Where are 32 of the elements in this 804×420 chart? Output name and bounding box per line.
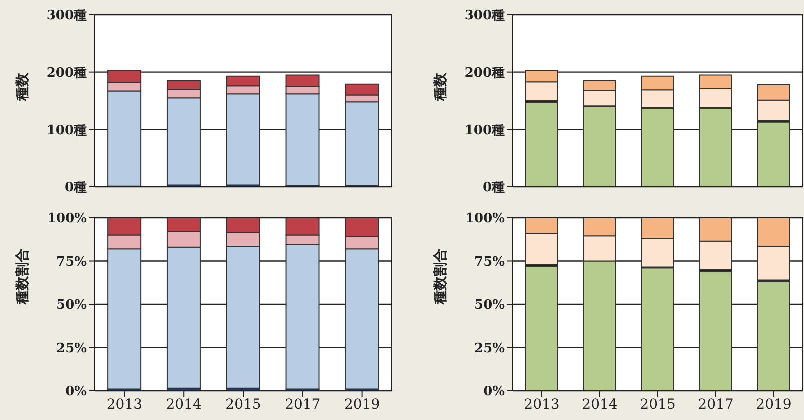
x-tick-label: 2015 (640, 396, 676, 413)
y-tick-label: 0種 (64, 180, 87, 196)
x-tick-label: 2014 (166, 396, 202, 413)
y-axis-title: 種数 (14, 72, 31, 102)
y-axis-title: 種数 (432, 72, 449, 102)
x-tick-label: 2014 (582, 396, 618, 413)
y-tick-label: 50% (56, 298, 88, 314)
y-tick-label: 100種 (46, 123, 87, 138)
x-tick-label: 2013 (524, 396, 560, 413)
y-tick-label: 25% (474, 341, 506, 356)
y-tick-label: 300種 (46, 8, 87, 24)
x-tick-label: 2013 (106, 396, 143, 413)
y-axis-title: 種数割合 (432, 248, 449, 306)
x-tick-label: 2019 (344, 396, 380, 413)
y-tick-label: 300種 (464, 8, 505, 24)
x-tick-label: 2019 (756, 396, 792, 413)
y-tick-label: 0% (66, 384, 88, 400)
x-tick-label: 2017 (698, 396, 734, 413)
y-tick-label: 75% (56, 254, 88, 270)
y-tick-label: 75% (474, 254, 506, 270)
x-tick-label: 2017 (285, 396, 321, 413)
y-tick-label: 0種 (482, 180, 505, 196)
y-tick-label: 25% (56, 341, 88, 356)
y-axis-title: 種数割合 (14, 248, 31, 306)
y-tick-label: 100種 (464, 123, 505, 138)
y-tick-label: 50% (474, 298, 506, 314)
y-tick-label: 0% (484, 384, 506, 400)
x-tick-label: 2015 (226, 396, 262, 413)
y-tick-label: 200種 (464, 66, 505, 81)
y-tick-label: 200種 (46, 66, 87, 81)
y-tick-label: 100% (48, 212, 88, 227)
y-tick-label: 100% (466, 212, 506, 227)
